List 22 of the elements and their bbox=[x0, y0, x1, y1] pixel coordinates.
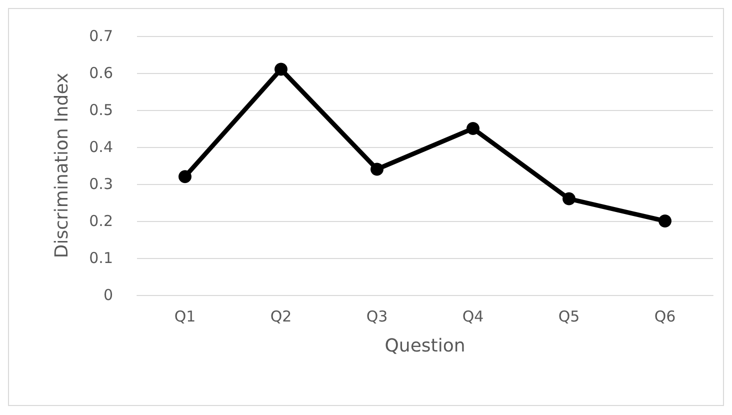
point bbox=[466, 122, 480, 135]
x-tick-label: Q1 bbox=[174, 308, 196, 326]
y-tick-label: 0.5 bbox=[89, 101, 113, 119]
point bbox=[562, 192, 576, 206]
point bbox=[370, 162, 384, 176]
point bbox=[178, 170, 192, 184]
x-axis-title: Question bbox=[384, 336, 466, 356]
y-tick-label: 0.2 bbox=[89, 212, 113, 230]
y-tick-label: 0.4 bbox=[89, 138, 113, 156]
x-tick-label: Q3 bbox=[366, 308, 388, 326]
y-tick-label: 0.3 bbox=[89, 175, 113, 193]
point bbox=[274, 62, 288, 76]
y-tick-label: 0.6 bbox=[89, 64, 113, 82]
y-tick-label: 0 bbox=[103, 286, 113, 304]
x-tick-label: Q4 bbox=[462, 308, 484, 326]
y-tick-label: 0.1 bbox=[89, 249, 113, 267]
x-tick-label: Q2 bbox=[270, 308, 292, 326]
y-tick-label: 0.7 bbox=[89, 27, 113, 45]
x-tick-label: Q6 bbox=[654, 308, 676, 326]
point bbox=[658, 214, 672, 228]
x-tick-label: Q5 bbox=[558, 308, 580, 326]
y-axis-title: Discrimination Index bbox=[52, 72, 72, 258]
